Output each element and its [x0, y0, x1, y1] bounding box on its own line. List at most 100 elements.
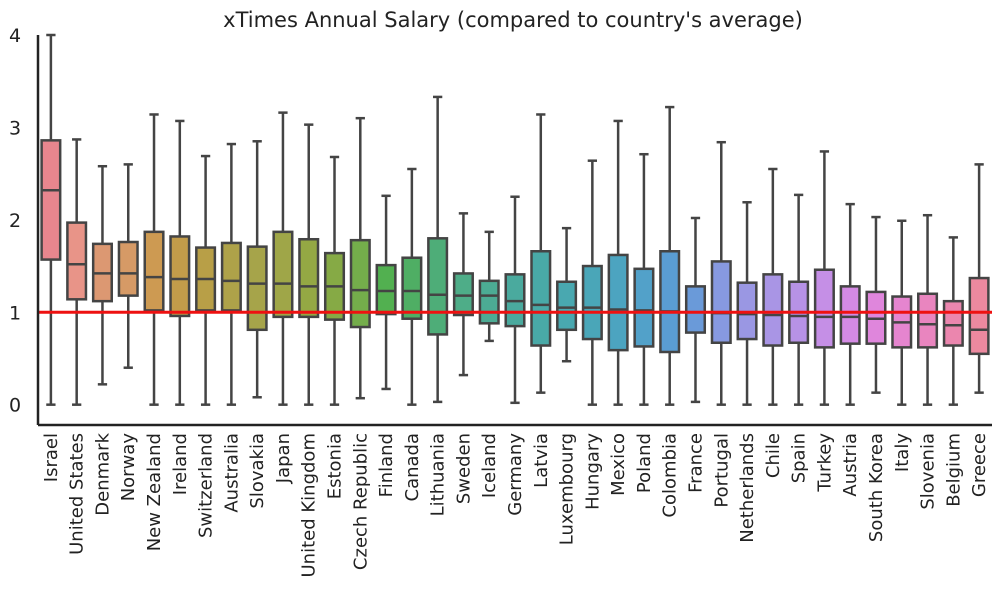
x-tick-label: Chile: [763, 433, 784, 478]
x-tick-label: Australia: [221, 433, 242, 513]
box-chile: [762, 167, 784, 406]
y-tick-label: 4: [9, 25, 21, 47]
box-germany: [504, 195, 526, 405]
box-latvia: [530, 113, 552, 394]
box-iqr: [349, 238, 371, 329]
box-iqr: [117, 240, 139, 297]
x-tick-label: Sweden: [453, 433, 474, 504]
y-tick-label: 2: [9, 210, 21, 232]
box-poland: [633, 152, 655, 406]
x-tick-label: Hungary: [582, 433, 603, 510]
box-iqr: [684, 285, 707, 334]
box-iqr: [298, 237, 320, 319]
x-tick-label: Denmark: [92, 432, 113, 515]
x-tick-label: Netherlands: [737, 433, 758, 543]
x-tick-label: Poland: [634, 433, 655, 493]
box-iqr: [581, 264, 603, 341]
box-luxembourg: [556, 226, 578, 363]
x-tick-label: Lithuania: [428, 433, 449, 516]
box-iqr: [452, 272, 474, 317]
box-austria: [839, 202, 861, 406]
y-tick-label: 1: [9, 302, 21, 324]
x-tick-label: Iceland: [479, 433, 500, 498]
x-tick-label: Norway: [118, 433, 139, 502]
box-iqr: [762, 273, 784, 347]
box-norway: [117, 163, 139, 369]
y-tick-labels: 0 1 2 3 4: [9, 25, 21, 417]
box-turkey: [813, 150, 835, 406]
box-united-kingdom: [298, 123, 320, 406]
plot-area: [38, 33, 992, 406]
x-tick-label: Switzerland: [196, 433, 217, 538]
x-tick-label: Estonia: [325, 433, 346, 499]
x-tick-label: Slovakia: [247, 433, 268, 509]
x-tick-label: Slovenia: [918, 433, 939, 510]
box-iqr: [427, 237, 449, 336]
box-iqr: [968, 276, 990, 356]
box-sweden: [452, 212, 474, 377]
x-tick-label: Turkey: [814, 433, 835, 493]
box-greece: [968, 163, 990, 394]
box-netherlands: [736, 201, 758, 406]
x-tick-label: Colombia: [660, 433, 681, 518]
box-south-korea: [865, 215, 887, 394]
box-iqr: [401, 256, 423, 320]
box-iqr: [375, 263, 397, 316]
box-czech-republic: [349, 116, 371, 400]
x-tick-labels: Israel United States Denmark Norway New Zeal…: [41, 432, 990, 577]
x-tick-label: Austria: [840, 433, 861, 497]
x-tick-label: Luxembourg: [557, 433, 578, 545]
box-japan: [272, 111, 294, 406]
box-slovenia: [917, 213, 939, 406]
y-tick-label: 3: [9, 117, 21, 139]
box-spain: [788, 193, 810, 406]
box-iqr: [813, 268, 835, 349]
box-italy: [891, 219, 913, 406]
x-tick-label: Finland: [376, 433, 397, 497]
y-tick-label: 0: [9, 395, 21, 417]
box-iqr: [633, 267, 655, 348]
box-iqr: [143, 230, 165, 312]
box-new-zealand: [143, 113, 165, 406]
box-france: [684, 216, 707, 404]
box-iqr: [659, 250, 681, 354]
box-israel: [40, 33, 62, 406]
box-ireland: [169, 119, 191, 406]
x-tick-label: Japan: [273, 433, 294, 484]
x-tick-label: Canada: [402, 433, 423, 502]
box-australia: [220, 142, 242, 406]
box-denmark: [91, 164, 113, 386]
box-iqr: [942, 299, 964, 347]
box-iqr: [530, 250, 552, 347]
x-tick-label: United Kingdom: [299, 433, 320, 577]
box-iqr: [839, 285, 861, 345]
box-iqr: [607, 253, 629, 352]
box-iqr: [246, 245, 268, 332]
box-iqr: [478, 279, 500, 325]
x-tick-label: Czech Republic: [350, 433, 371, 570]
box-belgium: [942, 236, 964, 406]
box-lithuania: [427, 95, 449, 404]
box-iqr: [169, 235, 191, 318]
box-hungary: [581, 159, 603, 406]
box-united-states: [66, 138, 88, 406]
box-portugal: [710, 140, 732, 406]
box-estonia: [323, 155, 346, 406]
box-iqr: [66, 221, 88, 301]
x-tick-label: Portugal: [711, 433, 732, 508]
x-tick-label: Germany: [505, 433, 526, 516]
x-tick-label: United States: [67, 433, 88, 555]
box-switzerland: [195, 154, 217, 406]
x-tick-label: South Korea: [866, 433, 887, 542]
x-tick-label: Mexico: [608, 433, 629, 496]
x-tick-label: New Zealand: [144, 433, 165, 551]
box-iqr: [710, 260, 732, 344]
x-tick-label: Italy: [892, 433, 913, 472]
box-iqr: [272, 230, 294, 319]
x-tick-label: Israel: [41, 433, 62, 482]
box-iqr: [556, 280, 578, 332]
box-iqr: [40, 139, 62, 261]
box-mexico: [607, 119, 629, 406]
box-iqr: [917, 292, 939, 349]
